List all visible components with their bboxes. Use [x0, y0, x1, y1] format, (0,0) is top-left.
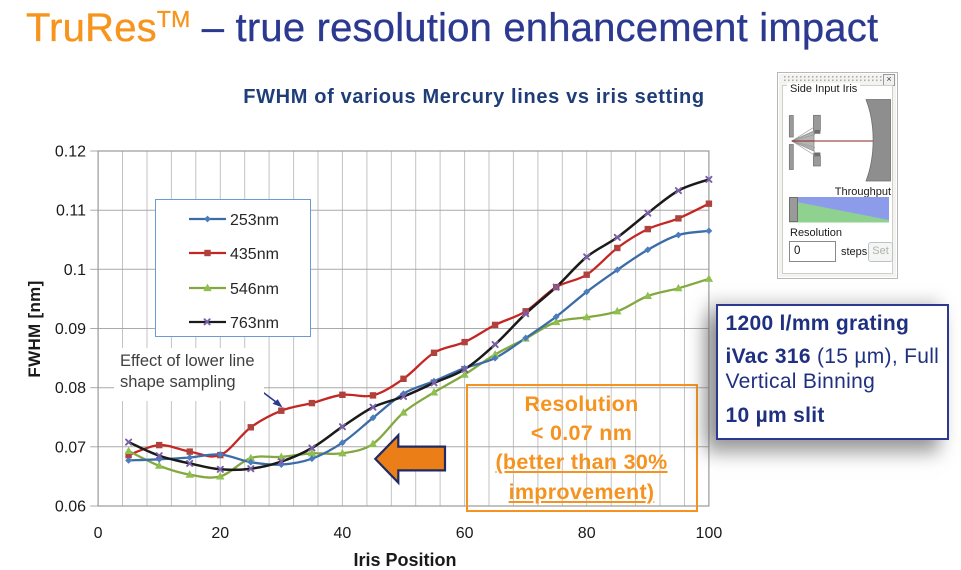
svg-text:546nm: 546nm: [230, 281, 279, 298]
svg-text:0.08: 0.08: [55, 380, 86, 397]
svg-text:Iris Position: Iris Position: [353, 550, 456, 570]
svg-text:435nm: 435nm: [230, 246, 279, 263]
svg-text:100: 100: [696, 525, 723, 542]
svg-text:FWHM [nm]: FWHM [nm]: [25, 280, 44, 377]
svg-text:60: 60: [456, 525, 474, 542]
svg-text:253nm: 253nm: [230, 212, 279, 229]
svg-text:0.06: 0.06: [55, 499, 86, 516]
svg-text:763nm: 763nm: [230, 315, 279, 332]
svg-text:40: 40: [334, 525, 352, 542]
svg-text:80: 80: [578, 525, 596, 542]
svg-text:0: 0: [94, 525, 103, 542]
svg-text:0.1: 0.1: [64, 262, 86, 279]
svg-text:0.11: 0.11: [56, 203, 86, 220]
svg-text:0.12: 0.12: [55, 144, 86, 161]
svg-text:0.09: 0.09: [55, 321, 86, 338]
svg-text:0.07: 0.07: [55, 439, 86, 456]
svg-text:20: 20: [211, 525, 229, 542]
